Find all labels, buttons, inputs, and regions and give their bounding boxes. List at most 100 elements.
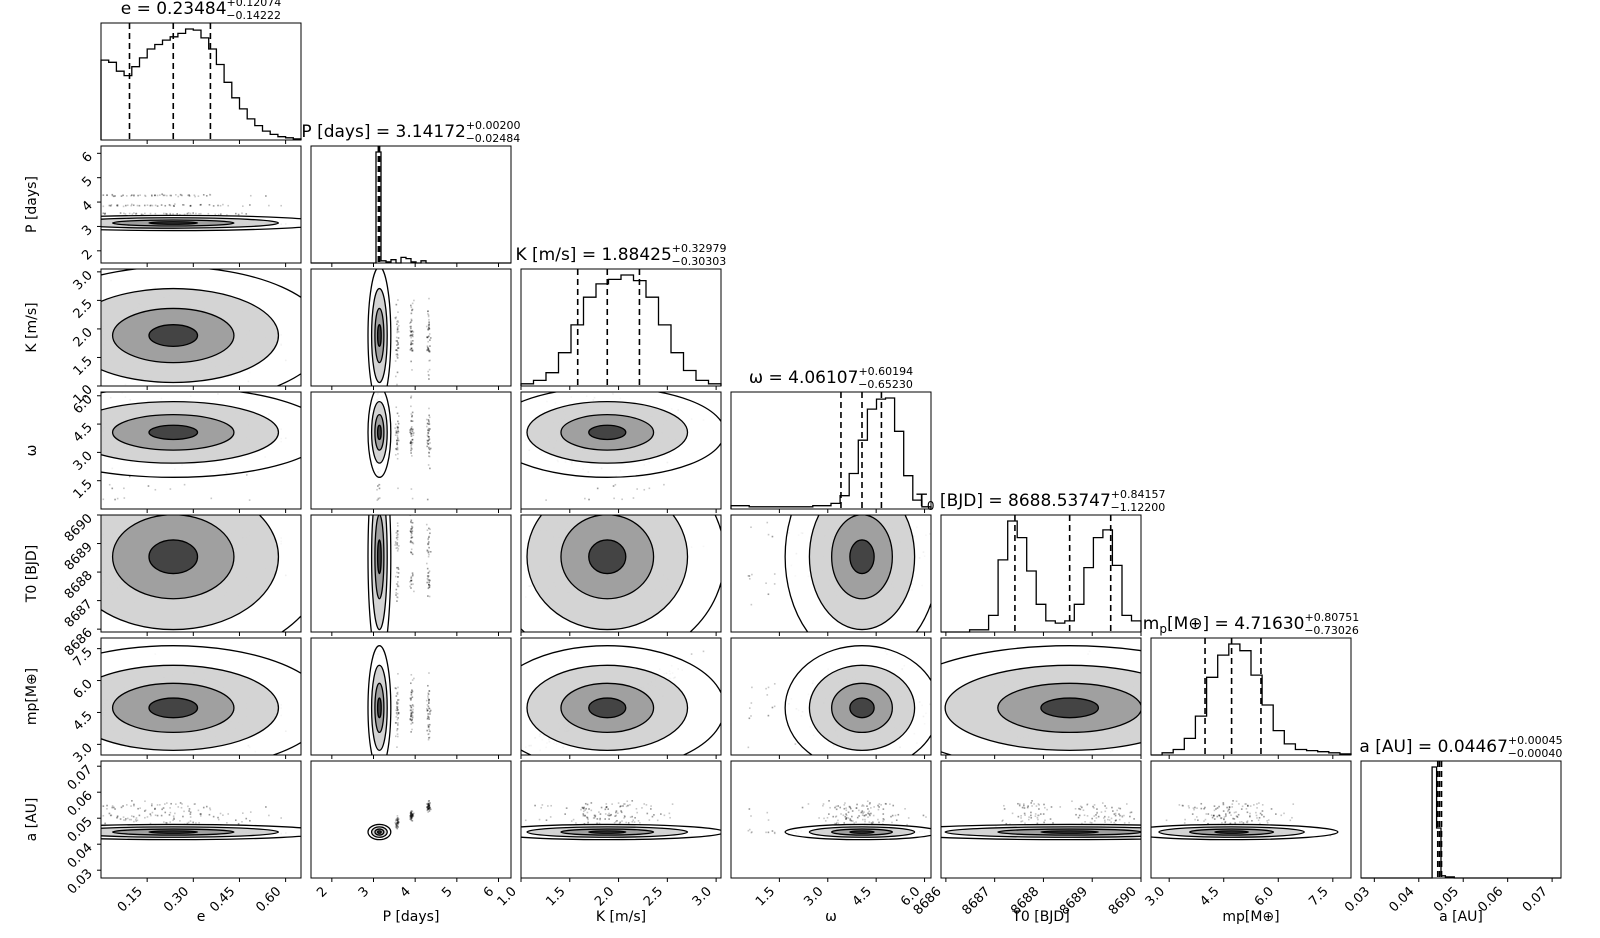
scatter-point	[212, 205, 215, 207]
scatter-point	[410, 321, 412, 324]
scatter-point	[409, 334, 412, 337]
scatter-point	[428, 378, 430, 380]
scatter-point	[396, 344, 398, 346]
scatter-point	[160, 204, 163, 206]
scatter-point	[397, 337, 400, 339]
scatter-point	[154, 194, 156, 197]
scatter-point	[116, 204, 118, 207]
scatter-point	[116, 497, 119, 500]
scatter-point	[410, 429, 412, 431]
scatter-point	[106, 194, 108, 196]
scatter-point	[179, 193, 182, 196]
scatter-point	[428, 333, 431, 335]
scatter-point	[410, 327, 412, 330]
scatter-point	[428, 318, 430, 321]
scatter-point	[175, 194, 177, 196]
scatter-point	[163, 212, 165, 215]
scatter-point	[176, 212, 179, 215]
scatter-point	[412, 331, 415, 333]
scatter-point	[427, 314, 430, 316]
scatter-point	[137, 194, 139, 197]
scatter-point	[397, 453, 399, 455]
scatter-point	[249, 204, 251, 206]
contour-level-4	[148, 424, 199, 441]
scatter-point	[397, 299, 399, 301]
scatter-point	[132, 204, 135, 207]
scatter-point	[189, 205, 192, 207]
scatter-point	[397, 311, 399, 313]
scatter-point	[140, 213, 143, 216]
scatter-point	[428, 323, 430, 326]
scatter-point	[410, 321, 412, 324]
scatter-point	[426, 445, 429, 448]
scatter-point	[410, 331, 413, 334]
scatter-point	[428, 326, 430, 329]
scatter-point	[643, 488, 646, 491]
scatter-point	[234, 212, 237, 215]
scatter-point	[427, 431, 429, 434]
scatter-point	[133, 194, 135, 197]
scatter-point	[410, 347, 413, 350]
scatter-point	[411, 415, 413, 418]
scatter-point	[113, 195, 115, 198]
scatter-point	[397, 420, 399, 423]
scatter-point	[429, 345, 431, 347]
scatter-point	[395, 375, 397, 378]
scatter-point	[409, 431, 412, 433]
scatter-point	[428, 324, 430, 327]
scatter-point	[411, 349, 414, 352]
scatter-point	[427, 348, 430, 350]
scatter-point	[179, 193, 182, 196]
scatter-point	[226, 214, 228, 216]
scatter-point	[411, 411, 414, 414]
scatter-point	[138, 204, 141, 207]
scatter-point	[134, 213, 137, 215]
scatter-point	[427, 420, 430, 422]
scatter-point	[125, 204, 127, 207]
scatter-point	[428, 323, 430, 326]
scatter-point	[377, 485, 379, 487]
scatter-point	[395, 353, 398, 356]
scatter-point	[427, 443, 430, 445]
scatter-point	[172, 204, 175, 207]
scatter-point	[396, 443, 399, 446]
scatter-point	[128, 475, 131, 478]
scatter-point	[395, 349, 398, 351]
scatter-point	[120, 195, 123, 197]
scatter-point	[242, 205, 244, 207]
scatter-point	[396, 326, 399, 328]
scatter-point	[192, 212, 194, 214]
scatter-point	[202, 194, 205, 196]
scatter-point	[114, 195, 116, 197]
scatter-point	[181, 194, 183, 197]
scatter-point	[411, 347, 413, 350]
scatter-point	[395, 432, 398, 434]
scatter-point	[613, 497, 615, 500]
scatter-point	[410, 330, 412, 333]
scatter-point	[410, 432, 412, 435]
scatter-point	[427, 440, 429, 442]
scatter-point	[119, 212, 122, 214]
scatter-point	[111, 194, 114, 197]
scatter-point	[162, 194, 165, 197]
scatter-point	[186, 212, 189, 215]
scatter-point	[116, 204, 119, 207]
scatter-point	[217, 204, 219, 207]
scatter-point	[168, 204, 171, 206]
scatter-point	[396, 447, 399, 450]
scatter-point	[168, 204, 171, 206]
scatter-point	[189, 205, 192, 207]
scatter-point	[397, 343, 399, 346]
scatter-point	[429, 442, 431, 444]
scatter-point	[396, 383, 398, 386]
scatter-point	[396, 331, 399, 334]
scatter-point	[202, 194, 205, 196]
scatter-point	[411, 333, 414, 336]
scatter-point	[411, 448, 413, 450]
scatter-point	[378, 497, 381, 499]
scatter-point	[410, 312, 413, 315]
scatter-point	[149, 212, 152, 215]
scatter-point	[410, 330, 412, 333]
scatter-point	[245, 213, 248, 215]
scatter-point	[410, 440, 412, 443]
